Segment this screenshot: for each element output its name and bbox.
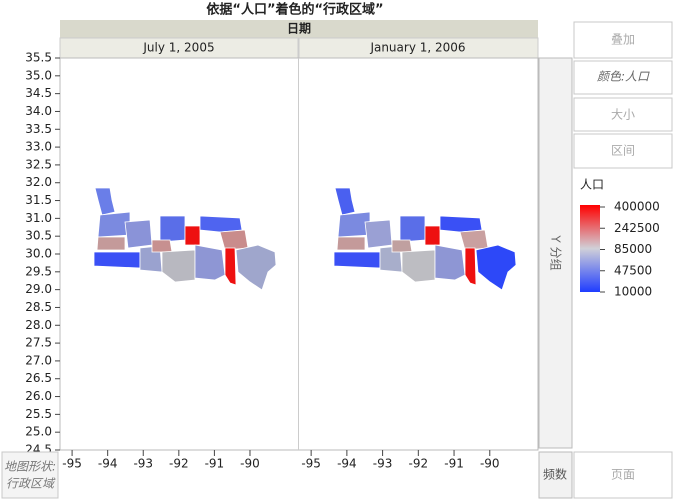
map-shape-zone[interactable] (1, 451, 59, 499)
legend-title: 人口 (580, 178, 604, 192)
legend-tick-label: 85000 (614, 242, 652, 256)
legend-tick-label: 242500 (614, 221, 660, 235)
y-tick-label: 30.5 (25, 229, 52, 243)
color-label: 颜色:人口 (597, 70, 650, 84)
size-label: 大小 (611, 108, 635, 122)
x-tick-label: -95 (62, 457, 82, 471)
y-tick-label: 29.5 (25, 264, 52, 278)
y-tick-label: 34.0 (25, 104, 52, 118)
x-tick-label: -91 (444, 457, 464, 471)
x-tick-label: -95 (301, 457, 321, 471)
y-tick-label: 35.0 (25, 68, 52, 82)
y-tick-label: 33.0 (25, 140, 52, 154)
y-tick-label: 28.0 (25, 318, 52, 332)
y-tick-label: 26.0 (25, 389, 52, 403)
y-tick-label: 31.0 (25, 211, 52, 225)
x-tick-label: -92 (409, 457, 429, 471)
y-tick-label: 30.0 (25, 247, 52, 261)
interval-label: 区间 (611, 144, 635, 158)
y-tick-label: 27.0 (25, 353, 52, 367)
page-zone[interactable] (573, 451, 673, 499)
map-panel (333, 187, 517, 291)
map-shape-value: 行政区域 (6, 477, 56, 491)
freq-label: 频数 (543, 467, 567, 482)
color-zone[interactable] (573, 60, 673, 95)
y-tick-label: 33.5 (25, 122, 52, 136)
y-tick-label: 28.5 (25, 300, 52, 314)
freq-zone[interactable] (538, 451, 573, 499)
color-scale (580, 205, 600, 292)
x-tick-label: -90 (480, 457, 500, 471)
x-tick-label: -92 (169, 457, 189, 471)
map-shape-label: 地图形状: (4, 460, 56, 474)
y-group-zone[interactable] (538, 57, 573, 449)
map-panel (93, 187, 277, 291)
y-tick-label: 34.5 (25, 86, 52, 100)
group-header (60, 20, 538, 38)
x-tick-label: -94 (337, 457, 357, 471)
x-tick-label: -94 (98, 457, 118, 471)
group-title: 日期 (287, 21, 311, 36)
title: 依据“人口”着色的“行政区域” (206, 2, 383, 18)
y-tick-label: 32.0 (25, 175, 52, 189)
y-tick-label: 27.5 (25, 336, 52, 350)
interval-zone[interactable] (573, 133, 673, 169)
y-tick-label: 31.5 (25, 193, 52, 207)
x-tick-label: -93 (133, 457, 153, 471)
y-tick-label: 29.0 (25, 282, 52, 296)
x-tick-label: -91 (205, 457, 225, 471)
y-tick-label: 32.5 (25, 157, 52, 171)
x-tick-label: -93 (373, 457, 393, 471)
x-tick-label: -90 (240, 457, 260, 471)
y-group-label: Y 分组 (549, 234, 563, 270)
legend-tick-label: 47500 (614, 263, 652, 277)
overlay-zone[interactable] (573, 21, 673, 59)
overlay-label: 叠加 (611, 33, 635, 47)
panel-title: January 1, 2006 (369, 41, 465, 55)
y-tick-label: 25.0 (25, 425, 52, 439)
size-zone[interactable] (573, 97, 673, 132)
y-tick-label: 26.5 (25, 371, 52, 385)
page-label: 页面 (611, 468, 635, 482)
y-tick-label: 25.5 (25, 407, 52, 421)
legend-tick-label: 400000 (614, 200, 660, 214)
panel-title: July 1, 2005 (142, 41, 214, 55)
legend-tick-label: 10000 (614, 285, 652, 299)
y-tick-label: 35.5 (25, 51, 52, 65)
